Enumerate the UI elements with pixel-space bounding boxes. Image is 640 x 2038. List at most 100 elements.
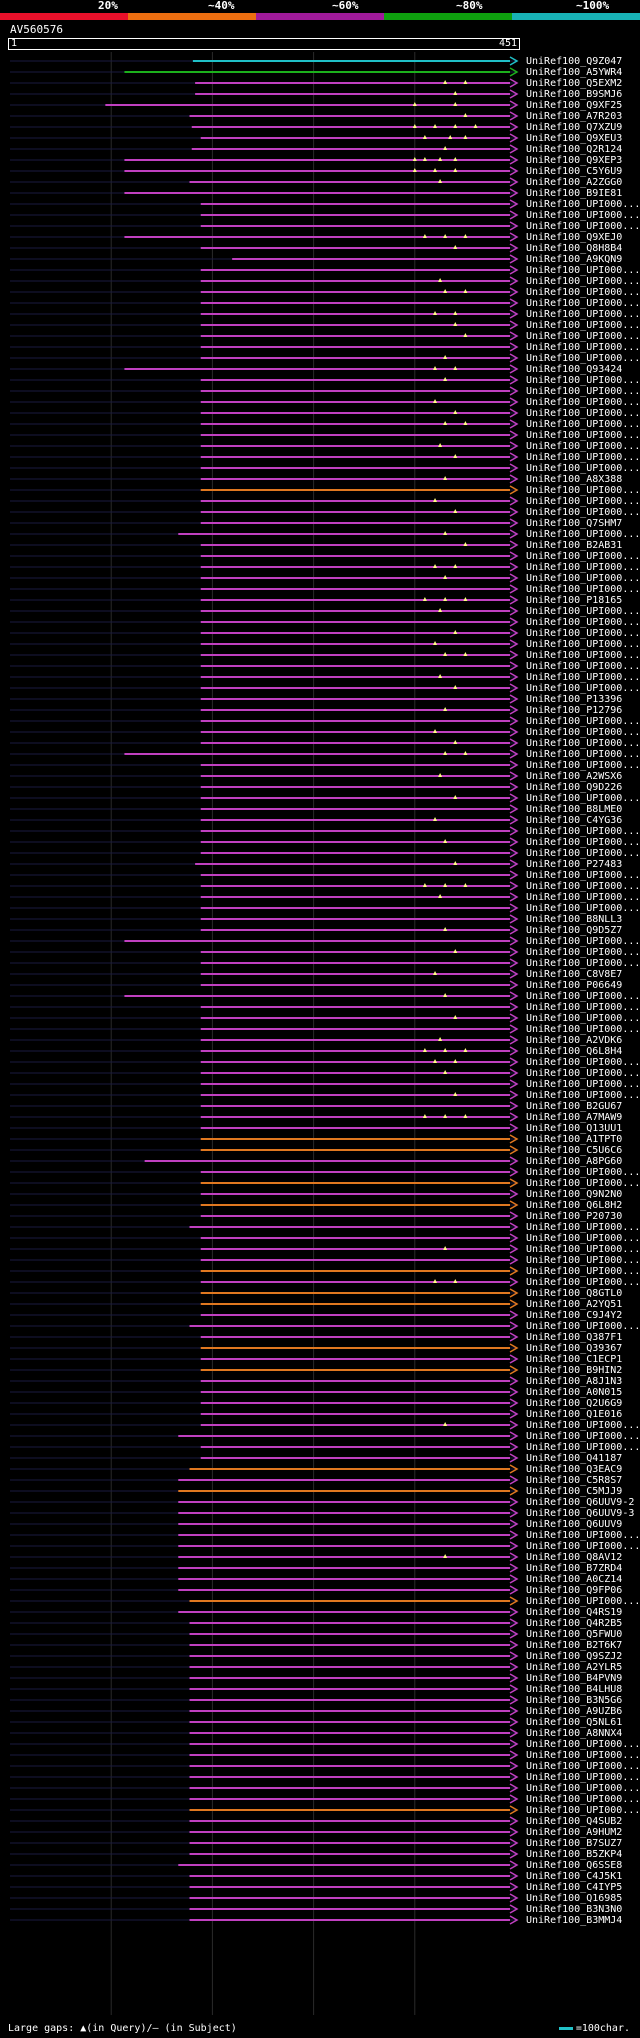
hit-label[interactable]: UniRef100_UPI000...	[526, 903, 640, 914]
hit-label[interactable]: UniRef100_C1ECP1	[526, 1354, 623, 1365]
hit-label[interactable]: UniRef100_B3N5G6	[526, 1695, 623, 1706]
hit-label[interactable]: UniRef100_Q9XEJ0	[526, 232, 623, 243]
hit-label[interactable]: UniRef100_Q9D226	[526, 782, 623, 793]
hit-label[interactable]: UniRef100_A8J1N3	[526, 1376, 623, 1387]
hit-label[interactable]: UniRef100_UPI000...	[526, 1783, 640, 1794]
hit-label[interactable]: UniRef100_C4YG36	[526, 815, 623, 826]
hit-label[interactable]: UniRef100_P27483	[526, 859, 623, 870]
hit-label[interactable]: UniRef100_A5YWR4	[526, 67, 623, 78]
hit-label[interactable]: UniRef100_B5ZKP4	[526, 1849, 623, 1860]
hit-label[interactable]: UniRef100_Q2R124	[526, 144, 623, 155]
hit-label[interactable]: UniRef100_Q5NL61	[526, 1717, 623, 1728]
hit-label[interactable]: UniRef100_P06649	[526, 980, 623, 991]
hit-label[interactable]: UniRef100_A2YQ51	[526, 1299, 623, 1310]
hit-label[interactable]: UniRef100_UPI000...	[526, 529, 640, 540]
hit-label[interactable]: UniRef100_UPI000...	[526, 650, 640, 661]
hit-label[interactable]: UniRef100_UPI000...	[526, 870, 640, 881]
hit-label[interactable]: UniRef100_UPI000...	[526, 551, 640, 562]
hit-label[interactable]: UniRef100_A1TPT0	[526, 1134, 623, 1145]
hit-label[interactable]: UniRef100_Q8AV12	[526, 1552, 623, 1563]
hit-label[interactable]: UniRef100_UPI000...	[526, 1431, 640, 1442]
hit-label[interactable]: UniRef100_UPI000...	[526, 606, 640, 617]
hit-label[interactable]: UniRef100_A2ZGG0	[526, 177, 623, 188]
hit-label[interactable]: UniRef100_UPI000...	[526, 826, 640, 837]
hit-label[interactable]: UniRef100_UPI000...	[526, 1255, 640, 1266]
hit-label[interactable]: UniRef100_Q93424	[526, 364, 623, 375]
hit-label[interactable]: UniRef100_UPI000...	[526, 496, 640, 507]
hit-label[interactable]: UniRef100_Q4R2B5	[526, 1618, 623, 1629]
hit-label[interactable]: UniRef100_UPI000...	[526, 1530, 640, 1541]
hit-label[interactable]: UniRef100_UPI000...	[526, 749, 640, 760]
hit-label[interactable]: UniRef100_B7ZRD4	[526, 1563, 623, 1574]
hit-label[interactable]: UniRef100_A2WSX6	[526, 771, 623, 782]
hit-label[interactable]: UniRef100_UPI000...	[526, 573, 640, 584]
hit-label[interactable]: UniRef100_UPI000...	[526, 210, 640, 221]
hit-label[interactable]: UniRef100_UPI000...	[526, 1420, 640, 1431]
hit-label[interactable]: UniRef100_Q9SZJ2	[526, 1651, 623, 1662]
hit-label[interactable]: UniRef100_UPI000...	[526, 1222, 640, 1233]
hit-label[interactable]: UniRef100_B3N3N0	[526, 1904, 623, 1915]
hit-label[interactable]: UniRef100_Q16985	[526, 1893, 623, 1904]
hit-label[interactable]: UniRef100_P12796	[526, 705, 623, 716]
hit-label[interactable]: UniRef100_UPI000...	[526, 1079, 640, 1090]
hit-label[interactable]: UniRef100_UPI000...	[526, 1167, 640, 1178]
hit-label[interactable]: UniRef100_UPI000...	[526, 298, 640, 309]
hit-label[interactable]: UniRef100_A8PG60	[526, 1156, 623, 1167]
hit-label[interactable]: UniRef100_B2T6K7	[526, 1640, 623, 1651]
hit-label[interactable]: UniRef100_Q6UUV9-2	[526, 1497, 635, 1508]
hit-label[interactable]: UniRef100_Q6L8H4	[526, 1046, 623, 1057]
hit-label[interactable]: UniRef100_UPI000...	[526, 760, 640, 771]
hit-label[interactable]: UniRef100_B2AB31	[526, 540, 623, 551]
hit-label[interactable]: UniRef100_UPI000...	[526, 199, 640, 210]
hit-label[interactable]: UniRef100_UPI000...	[526, 1024, 640, 1035]
hit-label[interactable]: UniRef100_UPI000...	[526, 342, 640, 353]
hit-label[interactable]: UniRef100_Q8H8B4	[526, 243, 623, 254]
hit-label[interactable]: UniRef100_UPI000...	[526, 1761, 640, 1772]
hit-label[interactable]: UniRef100_B8LME0	[526, 804, 623, 815]
hit-label[interactable]: UniRef100_UPI000...	[526, 1057, 640, 1068]
hit-label[interactable]: UniRef100_UPI000...	[526, 375, 640, 386]
hit-label[interactable]: UniRef100_C4IYP5	[526, 1882, 623, 1893]
hit-label[interactable]: UniRef100_Q9D5Z7	[526, 925, 623, 936]
hit-label[interactable]: UniRef100_Q7XZU9	[526, 122, 623, 133]
hit-label[interactable]: UniRef100_UPI000...	[526, 562, 640, 573]
hit-label[interactable]: UniRef100_Q4RS19	[526, 1607, 623, 1618]
hit-label[interactable]: UniRef100_P13396	[526, 694, 623, 705]
hit-label[interactable]: UniRef100_A9UZB6	[526, 1706, 623, 1717]
hit-label[interactable]: UniRef100_A0N015	[526, 1387, 623, 1398]
hit-label[interactable]: UniRef100_UPI000...	[526, 419, 640, 430]
hit-label[interactable]: UniRef100_UPI000...	[526, 672, 640, 683]
hit-label[interactable]: UniRef100_UPI000...	[526, 1739, 640, 1750]
hit-label[interactable]: UniRef100_UPI000...	[526, 793, 640, 804]
hit-label[interactable]: UniRef100_C8V8E7	[526, 969, 623, 980]
hit-label[interactable]: UniRef100_UPI000...	[526, 661, 640, 672]
hit-label[interactable]: UniRef100_UPI000...	[526, 1541, 640, 1552]
hit-label[interactable]: UniRef100_C4J5K1	[526, 1871, 623, 1882]
hit-label[interactable]: UniRef100_UPI000...	[526, 397, 640, 408]
hit-label[interactable]: UniRef100_UPI000...	[526, 485, 640, 496]
hit-label[interactable]: UniRef100_UPI000...	[526, 1772, 640, 1783]
hit-label[interactable]: UniRef100_Q9FP06	[526, 1585, 623, 1596]
hit-label[interactable]: UniRef100_UPI000...	[526, 1794, 640, 1805]
hit-label[interactable]: UniRef100_UPI000...	[526, 1596, 640, 1607]
hit-label[interactable]: UniRef100_A0CZ14	[526, 1574, 623, 1585]
hit-label[interactable]: UniRef100_UPI000...	[526, 936, 640, 947]
hit-label[interactable]: UniRef100_A2VDK6	[526, 1035, 623, 1046]
hit-label[interactable]: UniRef100_A7MAW9	[526, 1112, 623, 1123]
hit-label[interactable]: UniRef100_UPI000...	[526, 1002, 640, 1013]
hit-label[interactable]: UniRef100_UPI000...	[526, 617, 640, 628]
hit-label[interactable]: UniRef100_A2YLR5	[526, 1662, 623, 1673]
hit-label[interactable]: UniRef100_Q5FWU0	[526, 1629, 623, 1640]
hit-label[interactable]: UniRef100_A7R203	[526, 111, 623, 122]
hit-label[interactable]: UniRef100_UPI000...	[526, 1090, 640, 1101]
hit-label[interactable]: UniRef100_UPI000...	[526, 1442, 640, 1453]
hit-label[interactable]: UniRef100_Q6L8H2	[526, 1200, 623, 1211]
hit-label[interactable]: UniRef100_UPI000...	[526, 1068, 640, 1079]
hit-label[interactable]: UniRef100_A9KQN9	[526, 254, 623, 265]
hit-label[interactable]: UniRef100_UPI000...	[526, 507, 640, 518]
hit-label[interactable]: UniRef100_C5MJJ9	[526, 1486, 623, 1497]
hit-label[interactable]: UniRef100_Q6UUV9	[526, 1519, 623, 1530]
hit-label[interactable]: UniRef100_A8NNX4	[526, 1728, 623, 1739]
hit-label[interactable]: UniRef100_UPI000...	[526, 738, 640, 749]
hit-label[interactable]: UniRef100_C5U6C6	[526, 1145, 623, 1156]
